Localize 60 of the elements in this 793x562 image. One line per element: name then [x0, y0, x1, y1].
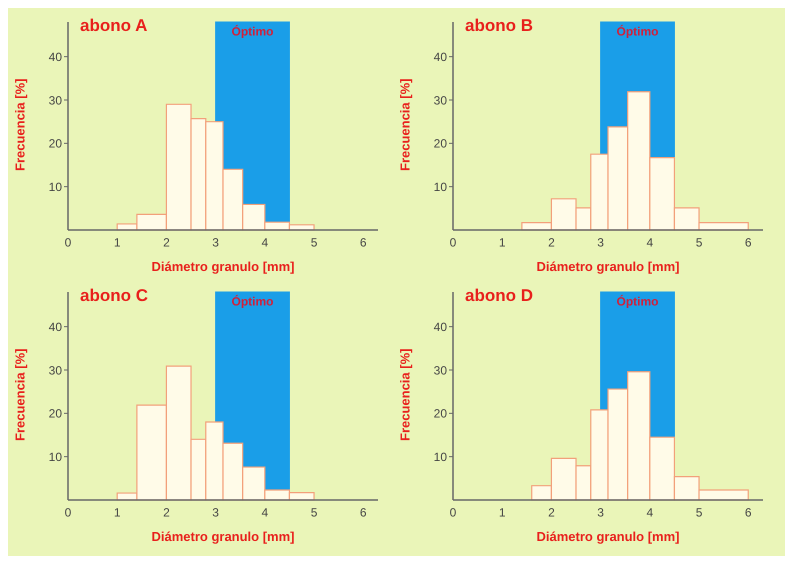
- x-tick-label: 3: [212, 236, 220, 250]
- x-tick-label: 5: [310, 506, 318, 520]
- y-tick-label: 20: [434, 406, 448, 421]
- y-tick-label: 40: [434, 50, 448, 64]
- band-label: Óptimo: [616, 24, 659, 39]
- chart-title: abono B: [465, 16, 533, 36]
- y-tick-label: 40: [48, 50, 62, 64]
- x-tick-label: 5: [310, 236, 318, 250]
- x-axis-title: Diámetro granulo [mm]: [151, 259, 295, 274]
- x-tick-label: 1: [498, 236, 506, 250]
- x-tick-label: 3: [597, 506, 604, 520]
- x-tick-label: 6: [360, 506, 367, 520]
- x-tick-label: 2: [548, 236, 556, 250]
- band-label: Óptimo: [232, 294, 274, 309]
- x-tick-label: 4: [646, 236, 654, 250]
- x-tick-label: 1: [114, 506, 121, 520]
- x-tick-label: 4: [261, 236, 268, 250]
- x-tick-label: 4: [261, 506, 268, 520]
- band-label: Óptimo: [232, 24, 274, 39]
- y-tick-label: 20: [48, 406, 62, 421]
- x-tick-label: 2: [163, 236, 170, 250]
- band-label: Óptimo: [616, 294, 659, 309]
- x-tick-label: 3: [212, 506, 220, 520]
- x-tick-label: 6: [744, 236, 752, 250]
- y-tick-label: 10: [434, 450, 448, 464]
- x-tick-label: 6: [744, 506, 752, 520]
- y-axis-title: Frecuencia [%]: [12, 78, 28, 171]
- y-tick-label: 30: [434, 93, 448, 108]
- x-tick-label: 2: [163, 506, 170, 520]
- x-tick-label: 1: [114, 236, 121, 250]
- y-tick-label: 30: [48, 363, 62, 378]
- y-axis-title: Frecuencia [%]: [398, 348, 413, 441]
- x-tick-label: 0: [450, 236, 457, 250]
- x-tick-label: 0: [450, 506, 457, 520]
- y-tick-label: 30: [434, 363, 448, 378]
- y-tick-label: 10: [434, 180, 448, 194]
- y-tick-label: 20: [48, 136, 62, 151]
- y-tick-label: 10: [48, 180, 62, 194]
- x-tick-label: 2: [548, 506, 556, 520]
- x-tick-label: 0: [64, 236, 72, 250]
- x-tick-label: 5: [696, 506, 703, 520]
- chart-title: abono C: [80, 286, 148, 306]
- y-tick-label: 40: [434, 320, 448, 334]
- y-tick-label: 10: [48, 450, 62, 464]
- x-tick-label: 5: [696, 236, 703, 250]
- x-tick-label: 4: [646, 506, 654, 520]
- x-axis-title: Diámetro granulo [mm]: [536, 529, 680, 544]
- y-axis-title: Frecuencia [%]: [12, 348, 28, 441]
- chart-title: abono D: [465, 286, 533, 306]
- y-tick-label: 20: [434, 136, 448, 151]
- x-tick-label: 0: [64, 506, 72, 520]
- x-tick-label: 6: [360, 236, 367, 250]
- chart-title: abono A: [80, 16, 148, 36]
- y-tick-label: 40: [48, 320, 62, 334]
- x-axis-title: Diámetro granulo [mm]: [536, 259, 680, 274]
- x-axis-title: Diámetro granulo [mm]: [151, 529, 295, 544]
- x-tick-label: 1: [498, 506, 506, 520]
- y-tick-label: 30: [48, 93, 62, 108]
- y-axis-title: Frecuencia [%]: [398, 78, 413, 171]
- x-tick-label: 3: [597, 236, 604, 250]
